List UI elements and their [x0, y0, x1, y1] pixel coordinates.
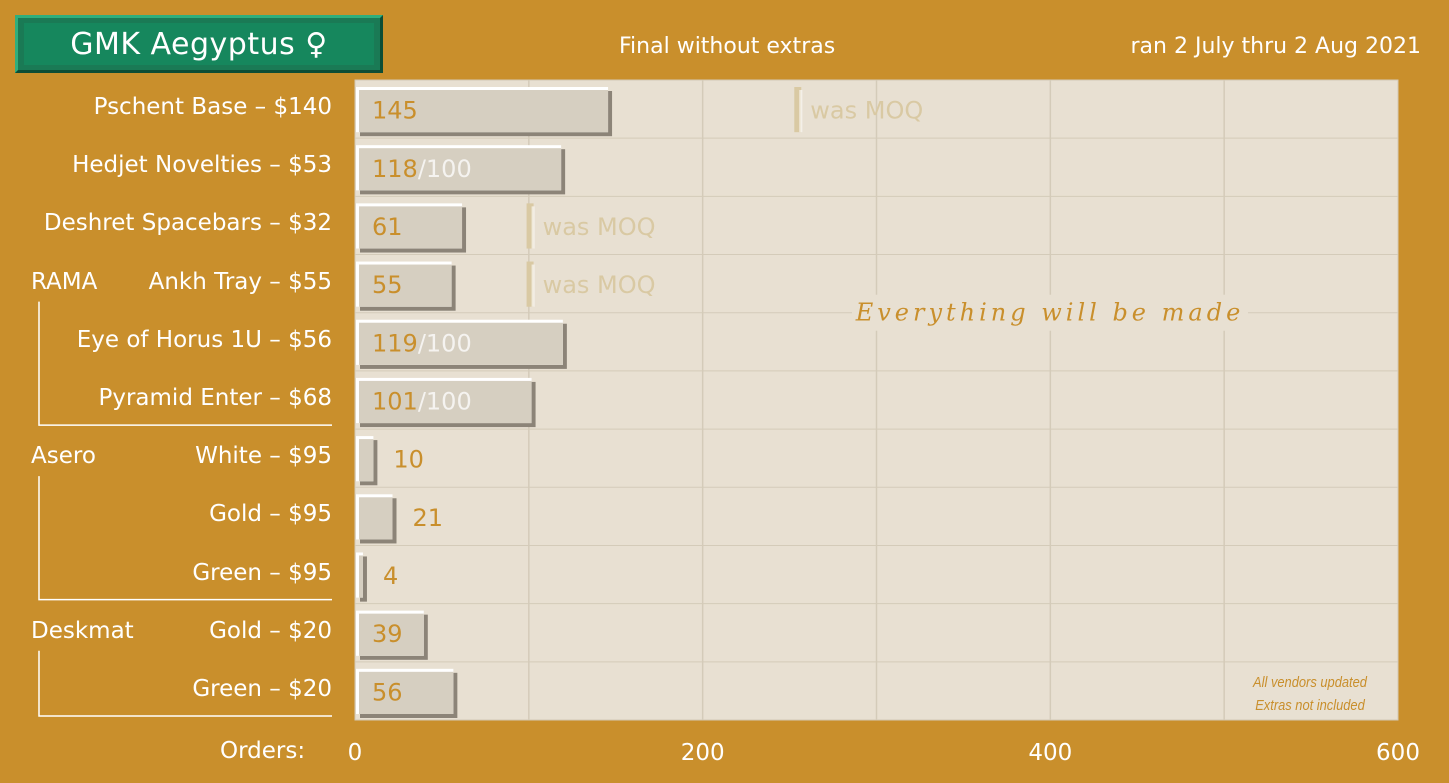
annotation-everything-made: Everything will be made	[855, 299, 1245, 327]
bar-target-label: /100	[418, 329, 472, 357]
bar-value-label: 4	[383, 562, 398, 590]
date-range: ran 2 July thru 2 Aug 2021	[1130, 34, 1422, 59]
bar	[359, 206, 463, 249]
bar-value-label: 61	[372, 213, 403, 241]
bar	[359, 671, 454, 714]
category-label: Gold – $20	[209, 617, 332, 644]
bar-target-label: /100	[418, 388, 472, 416]
bar	[359, 497, 393, 540]
group-label: Asero	[31, 443, 96, 470]
moq-marker-highlight	[799, 90, 803, 133]
chart-subtitle: Final without extras	[619, 34, 836, 59]
bar-value-label: 55	[372, 271, 403, 299]
x-tick-label: 600	[1376, 740, 1420, 766]
title-box: GMK Aegyptus ♀	[15, 15, 383, 73]
bar	[359, 380, 532, 424]
footnote-vendors: All vendors updated	[1252, 673, 1368, 690]
moq-label: was MOQ	[543, 213, 656, 241]
category-label: Ankh Tray – $55	[148, 268, 332, 295]
bar-shadow	[360, 556, 367, 602]
bar	[359, 90, 609, 133]
category-label: White – $95	[195, 443, 332, 470]
annotation-background	[852, 294, 1248, 331]
bar	[359, 322, 563, 365]
group-label: Deskmat	[31, 617, 134, 644]
chart-title: GMK Aegyptus ♀	[24, 23, 374, 65]
group-bracket	[38, 476, 332, 601]
footnote-extras: Extras not included	[1255, 696, 1366, 713]
bar-value-label: 39	[372, 620, 403, 648]
category-label: Hedjet Novelties – $53	[72, 152, 332, 179]
bar-target-label: /100	[418, 155, 472, 183]
category-label: Eye of Horus 1U – $56	[76, 326, 332, 353]
moq-label: was MOQ	[810, 97, 923, 125]
bar	[359, 264, 452, 307]
moq-marker-highlight	[531, 206, 535, 249]
moq-label: was MOQ	[543, 271, 656, 299]
moq-marker	[794, 87, 802, 133]
category-label: Deshret Spacebars – $32	[43, 210, 332, 237]
bar-value-label: 119/100	[372, 329, 472, 357]
moq-marker	[526, 261, 534, 307]
x-tick-label: 0	[348, 740, 363, 766]
category-label: Green – $95	[192, 559, 332, 586]
x-tick-label: 400	[1028, 740, 1072, 766]
bar-value-label: 21	[413, 504, 444, 532]
bar	[359, 555, 363, 598]
moq-marker	[526, 203, 534, 249]
group-label: RAMA	[31, 268, 98, 295]
group-bracket	[38, 650, 332, 717]
category-label: Pyramid Enter – $68	[98, 385, 333, 411]
group-bracket	[38, 301, 332, 426]
bar-value-label: 118/100	[372, 155, 472, 183]
bar-value-label: 10	[393, 446, 424, 474]
bar	[359, 439, 374, 482]
bar	[359, 613, 424, 656]
category-label: Pschent Base – $140	[93, 94, 332, 121]
bar-value-label: 101/100	[372, 388, 472, 416]
moq-marker-highlight	[531, 264, 535, 307]
x-tick-label: 200	[681, 740, 725, 766]
x-axis-label: Orders:	[220, 738, 306, 764]
bar-value-label: 145	[372, 97, 418, 125]
category-label: Gold – $95	[209, 501, 332, 528]
bar-value-label: 56	[372, 678, 403, 706]
bar	[359, 148, 562, 191]
category-label: Green – $20	[192, 675, 332, 702]
